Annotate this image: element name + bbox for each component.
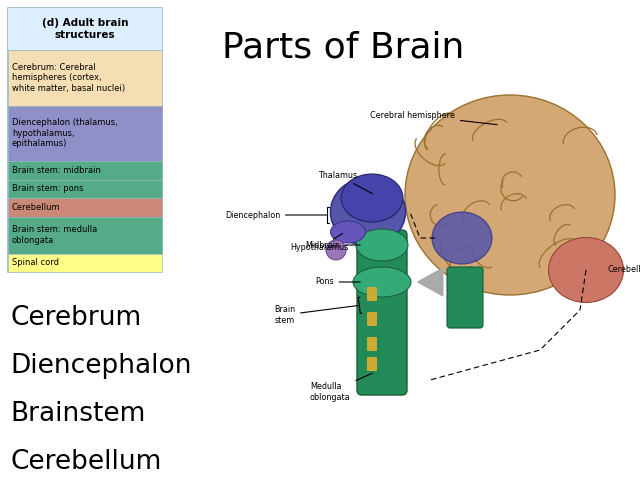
Text: Cerebellum: Cerebellum bbox=[608, 265, 640, 275]
Text: Diencephalon (thalamus,
hypothalamus,
epithalamus): Diencephalon (thalamus, hypothalamus, ep… bbox=[12, 119, 118, 148]
Text: Pons: Pons bbox=[315, 277, 360, 287]
Bar bbox=[8, 8, 162, 272]
Ellipse shape bbox=[548, 238, 623, 302]
Text: Cerebellum: Cerebellum bbox=[10, 449, 161, 475]
Text: Cerebrum: Cerebral
hemispheres (cortex,
white matter, basal nuclei): Cerebrum: Cerebral hemispheres (cortex, … bbox=[12, 63, 125, 93]
Text: Cerebellum: Cerebellum bbox=[12, 203, 61, 212]
FancyArrowPatch shape bbox=[418, 268, 443, 296]
Ellipse shape bbox=[356, 229, 408, 261]
Text: Midbrain: Midbrain bbox=[305, 240, 360, 250]
Text: Medulla
oblongata: Medulla oblongata bbox=[310, 373, 372, 402]
FancyBboxPatch shape bbox=[367, 337, 377, 351]
Bar bbox=[8, 216, 162, 253]
Text: Brain
stem: Brain stem bbox=[274, 297, 362, 324]
FancyBboxPatch shape bbox=[367, 357, 377, 371]
Ellipse shape bbox=[330, 221, 365, 243]
Text: Brain stem: pons: Brain stem: pons bbox=[12, 184, 83, 193]
FancyBboxPatch shape bbox=[447, 267, 483, 328]
Text: Brain stem: midbrain: Brain stem: midbrain bbox=[12, 166, 101, 175]
Text: Cerebrum: Cerebrum bbox=[10, 305, 141, 331]
Ellipse shape bbox=[405, 95, 615, 295]
FancyBboxPatch shape bbox=[357, 230, 407, 395]
Bar bbox=[8, 161, 162, 180]
Text: Cerebral hemisphere: Cerebral hemisphere bbox=[370, 110, 497, 125]
Text: Brain stem: medulla
oblongata: Brain stem: medulla oblongata bbox=[12, 225, 97, 245]
Text: Thalamus: Thalamus bbox=[318, 170, 372, 194]
FancyBboxPatch shape bbox=[367, 287, 377, 301]
Text: Hypothalamus: Hypothalamus bbox=[290, 233, 348, 252]
Bar bbox=[8, 180, 162, 198]
Bar bbox=[8, 8, 162, 50]
FancyBboxPatch shape bbox=[367, 312, 377, 326]
Ellipse shape bbox=[330, 178, 406, 246]
Bar bbox=[8, 198, 162, 216]
Bar bbox=[8, 106, 162, 161]
Ellipse shape bbox=[341, 174, 403, 222]
Text: Spinal cord: Spinal cord bbox=[12, 258, 59, 267]
Text: Diencephalon: Diencephalon bbox=[225, 207, 329, 223]
Bar bbox=[8, 253, 162, 272]
Text: Parts of Brain: Parts of Brain bbox=[222, 30, 465, 64]
Text: Diencephalon: Diencephalon bbox=[10, 353, 191, 379]
Bar bbox=[8, 50, 162, 106]
Ellipse shape bbox=[432, 212, 492, 264]
Text: Brainstem: Brainstem bbox=[10, 401, 145, 427]
Ellipse shape bbox=[353, 267, 411, 297]
Text: (d) Adult brain
structures: (d) Adult brain structures bbox=[42, 18, 128, 40]
Circle shape bbox=[326, 240, 346, 260]
